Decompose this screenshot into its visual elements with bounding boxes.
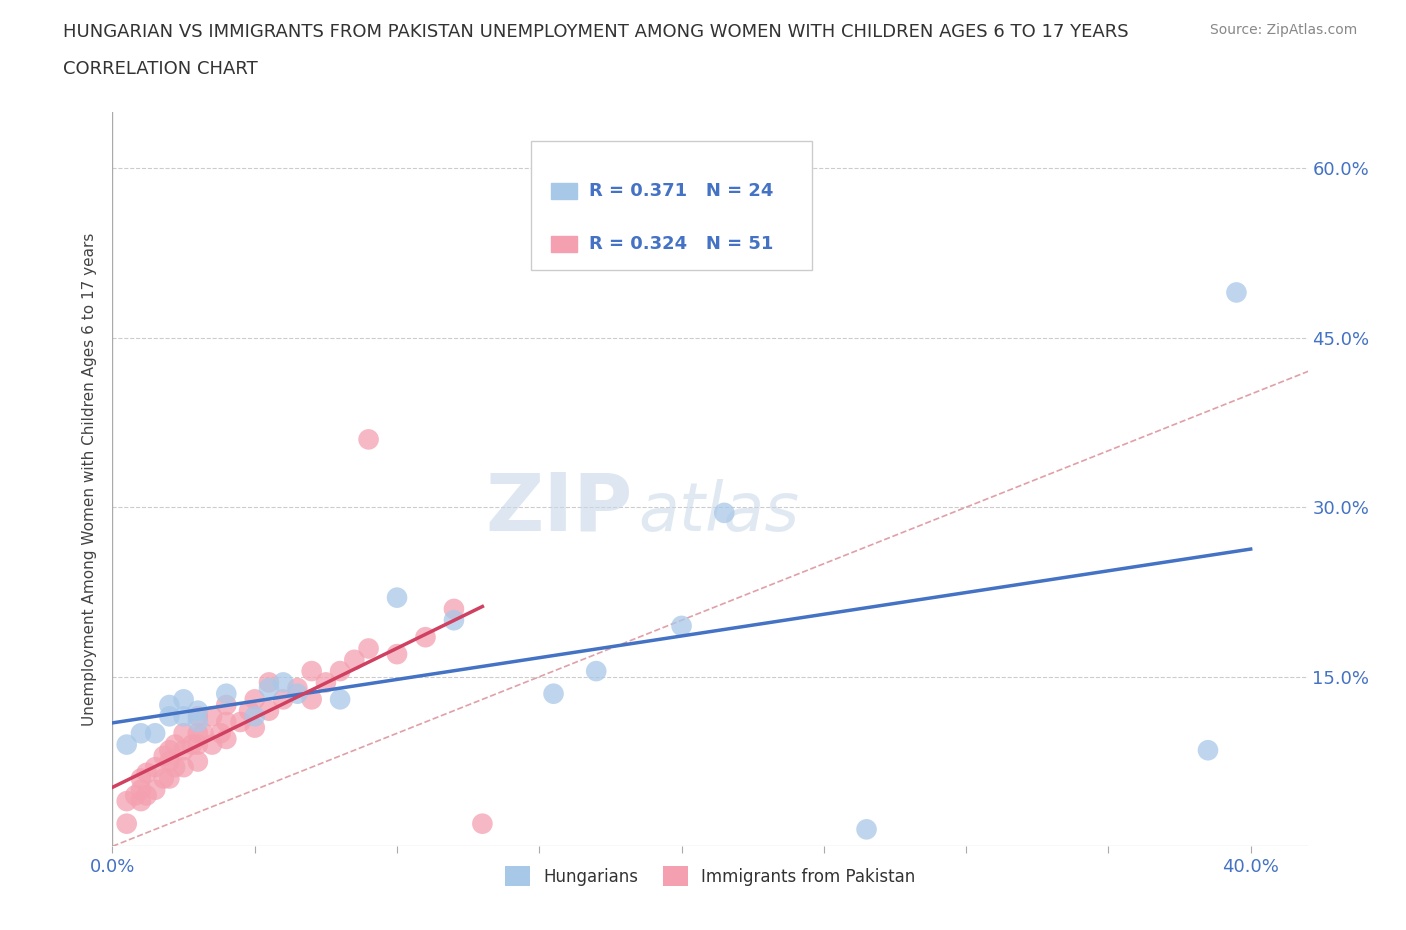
Point [471,817,494,831]
Point [135,788,157,803]
Point [329,692,352,707]
Point [243,709,266,724]
Point [671,618,693,633]
Text: R = 0.324   N = 51: R = 0.324 N = 51 [589,235,773,253]
Point [243,720,266,735]
Text: HUNGARIAN VS IMMIGRANTS FROM PAKISTAN UNEMPLOYMENT AMONG WOMEN WITH CHILDREN AGE: HUNGARIAN VS IMMIGRANTS FROM PAKISTAN UN… [63,23,1129,41]
Legend: Hungarians, Immigrants from Pakistan: Hungarians, Immigrants from Pakistan [498,859,922,893]
Point [143,782,166,797]
Point [443,602,465,617]
Point [173,709,195,724]
Point [124,788,146,803]
Text: atlas: atlas [638,479,800,545]
Point [315,675,337,690]
Point [173,725,195,740]
Point [115,793,138,808]
Point [215,732,238,747]
Point [157,771,180,786]
Point [385,646,408,661]
Text: CORRELATION CHART: CORRELATION CHART [63,60,259,78]
Point [243,692,266,707]
Point [143,760,166,775]
Point [301,664,323,679]
Point [855,822,877,837]
Point [165,760,187,775]
Point [201,709,224,724]
Point [257,703,280,718]
Point [157,698,180,712]
Point [271,675,294,690]
Point [173,743,195,758]
Point [415,630,437,644]
Point [152,749,174,764]
Point [157,754,180,769]
Point [215,714,238,729]
Point [187,714,209,729]
Point [215,686,238,701]
Point [301,692,323,707]
Point [165,737,187,752]
Point [129,725,152,740]
Y-axis label: Unemployment Among Women with Children Ages 6 to 17 years: Unemployment Among Women with Children A… [82,232,97,725]
Point [385,591,408,605]
Point [115,817,138,831]
Point [135,765,157,780]
Point [1197,743,1219,758]
Point [287,681,309,696]
Point [713,505,735,520]
Point [173,692,195,707]
Point [329,664,352,679]
Point [187,737,209,752]
Point [187,754,209,769]
Point [271,692,294,707]
Point [157,709,180,724]
Point [585,664,607,679]
Point [129,782,152,797]
Point [238,703,260,718]
Point [187,725,209,740]
Point [287,686,309,701]
Point [257,675,280,690]
Text: Source: ZipAtlas.com: Source: ZipAtlas.com [1209,23,1357,37]
Bar [551,182,578,199]
Point [543,686,565,701]
Point [357,641,380,656]
Point [357,432,380,446]
Point [193,725,215,740]
Text: ZIP: ZIP [485,470,633,548]
Point [229,714,252,729]
Point [129,793,152,808]
Point [143,725,166,740]
Text: R = 0.371   N = 24: R = 0.371 N = 24 [589,181,773,200]
Point [115,737,138,752]
Point [187,709,209,724]
Point [173,760,195,775]
Bar [551,236,578,252]
Point [201,737,224,752]
Point [209,725,232,740]
Point [187,703,209,718]
Point [215,698,238,712]
FancyBboxPatch shape [531,141,811,270]
Point [129,771,152,786]
Point [152,771,174,786]
Point [257,681,280,696]
Point [343,652,366,667]
Point [181,737,204,752]
Point [443,613,465,628]
Point [157,743,180,758]
Point [1225,285,1247,299]
